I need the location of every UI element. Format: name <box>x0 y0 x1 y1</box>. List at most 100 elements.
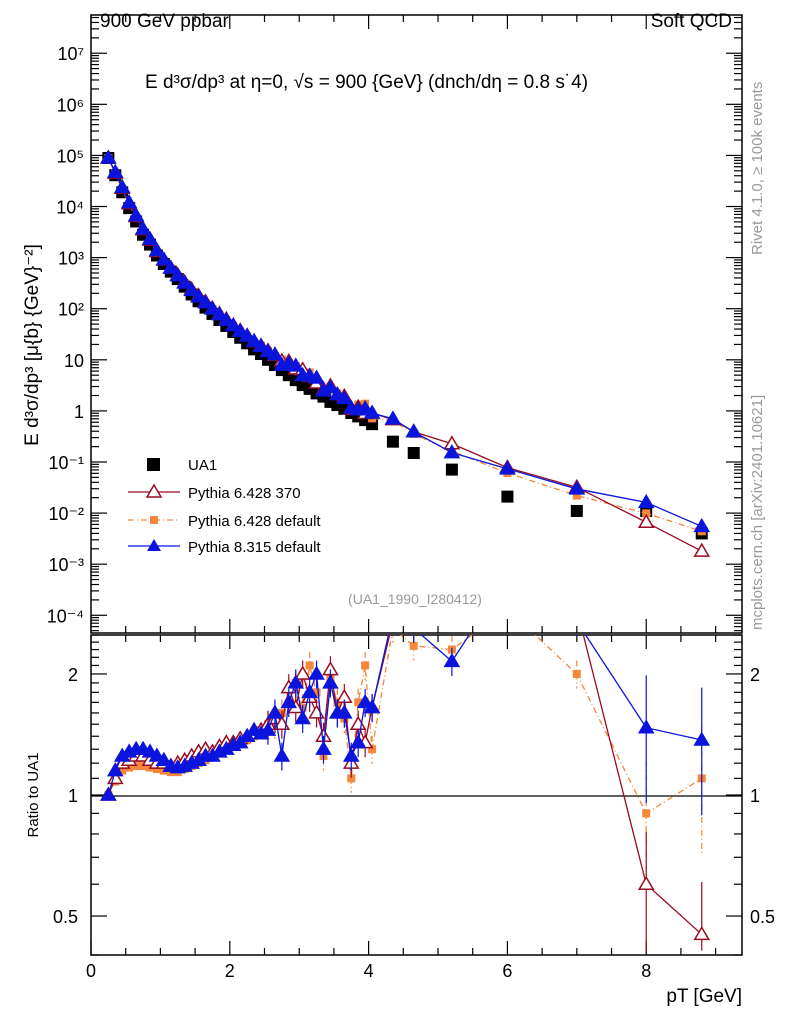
ratio-point-pythia-6-428-default <box>361 661 370 670</box>
ratio-point-pythia-8-315-default <box>637 719 655 734</box>
data-point-pythia-8-315-default <box>363 404 381 419</box>
data-point-pythia-6-428-default <box>642 509 651 518</box>
ratio-point-pythia-6-428-default <box>347 774 356 783</box>
ratio-point-pythia-8-315-default <box>363 699 381 714</box>
legend-marker-pythia8 <box>147 539 161 551</box>
ratio-point-pythia-6-428-default <box>354 698 363 707</box>
data-point-pythia-8-315-default <box>287 357 305 372</box>
legend: UA1 Pythia 6.428 370 Pythia 6.428 defaul… <box>128 457 321 556</box>
x-tick-label: 0 <box>86 961 96 981</box>
data-point-pythia-8-315-default <box>405 423 423 438</box>
data-point-ua1 <box>570 504 583 517</box>
y-tick-label: 10³ <box>58 249 84 269</box>
data-point-pythia-8-315-default <box>176 274 193 289</box>
ratio-point-pythia-8-315-default <box>287 674 305 689</box>
ratio-point-pythia-8-315-default <box>100 786 117 801</box>
data-point-pythia-8-315-default <box>245 332 263 347</box>
y-axis-label: E d³σ/dp³ [μ{b} {GeV}⁻²] <box>22 244 43 446</box>
data-point-ua1 <box>445 463 458 476</box>
legend-marker-pythia6-370 <box>145 483 163 498</box>
ratio-point-pythia-8-315-default <box>570 615 584 627</box>
data-point-pythia-8-315-default <box>231 322 249 337</box>
ratio-point-pythia-6-428-default <box>409 641 418 650</box>
ratio-point-pythia-6-428-default <box>118 766 127 775</box>
ratio-y-axis-label: Ratio to UA1 <box>25 752 42 837</box>
x-tick-label: 4 <box>364 961 374 981</box>
ratio-point-pythia-6-428-default <box>368 745 377 754</box>
ratio-point-pythia-6-428-370 <box>407 621 421 633</box>
data-point-pythia-8-315-default <box>336 389 353 405</box>
header-left: 900 GeV ppbar <box>100 11 230 32</box>
data-point-pythia-8-315-default <box>693 517 711 533</box>
data-point-pythia-8-315-default <box>637 493 655 509</box>
y-tick-label: 10⁵ <box>57 146 84 166</box>
x-tick-label: 6 <box>502 961 512 981</box>
ratio-point-pythia-6-428-370 <box>693 925 711 941</box>
series-line-pythia-6-428-default <box>107 157 702 532</box>
data-point-pythia-8-315-default <box>134 220 152 235</box>
ratio-point-pythia-8-315-default <box>155 751 173 767</box>
ratio-point-pythia-8-315-default <box>294 709 311 725</box>
ratio-point-pythia-6-428-370 <box>349 715 367 730</box>
ratio-point-pythia-6-428-370 <box>386 615 400 627</box>
y-tick-label: 10⁶ <box>57 95 84 115</box>
ratio-point-pythia-6-428-default <box>132 762 141 771</box>
ratio-point-pythia-8-315-default <box>356 693 374 709</box>
mcplots-label: mcplots.cern.ch [arXiv:2401.10621] <box>749 395 766 630</box>
y-tick-label: 10⁻⁴ <box>47 606 84 626</box>
x-tick-label: 8 <box>641 961 651 981</box>
ratio-tick-label-right: 2 <box>750 665 760 685</box>
data-point-pythia-8-315-default <box>252 337 270 352</box>
data-point-pythia-8-315-default <box>120 194 138 209</box>
data-point-pythia-8-315-default <box>568 480 586 495</box>
data-point-pythia-8-315-default <box>190 288 207 303</box>
ratio-point-pythia-6-428-default <box>152 765 161 774</box>
data-point-pythia-8-315-default <box>443 444 461 459</box>
ratio-tick-label: 0.5 <box>53 907 78 927</box>
y-tick-label: 1 <box>74 402 84 422</box>
ratio-point-pythia-8-315-default <box>308 665 325 680</box>
ratio-point-pythia-6-428-370 <box>637 875 655 890</box>
data-point-pythia-8-315-default <box>204 300 221 315</box>
legend-label-pythia6-default: Pythia 6.428 default <box>188 513 321 530</box>
ratio-point-pythia-6-428-default <box>139 762 148 771</box>
ratio-point-pythia-8-315-default <box>273 747 291 762</box>
plot-title: E d³σ/dp³ at η=0, √s = 900 {GeV} (dnch/d… <box>145 72 588 93</box>
y-tick-label: 10⁻³ <box>48 555 84 575</box>
data-point-pythia-8-315-default <box>162 259 180 274</box>
x-axis-label: pT [GeV] <box>666 986 742 1007</box>
data-point-pythia-8-315-default <box>141 230 159 245</box>
ratio-point-pythia-8-315-default <box>349 734 367 749</box>
data-point-ua1 <box>407 446 420 459</box>
data-point-pythia-8-315-default <box>224 317 242 332</box>
data-point-pythia-8-315-default <box>183 281 200 297</box>
ratio-point-pythia-6-428-default <box>572 669 581 678</box>
x-tick-label: 2 <box>225 961 235 981</box>
ratio-point-pythia-8-315-default <box>315 740 332 755</box>
ratio-line-pythia-6-428-default <box>107 635 703 815</box>
ratio-point-pythia-6-428-370 <box>308 704 325 719</box>
data-point-pythia-8-315-default <box>155 251 173 266</box>
ratio-point-pythia-6-428-default <box>312 688 321 697</box>
ratio-tick-label: 1 <box>68 786 78 806</box>
legend-marker-ua1 <box>147 458 160 471</box>
ratio-point-pythia-8-315-default <box>407 621 421 633</box>
data-point-pythia-8-315-default <box>169 267 187 282</box>
ratio-tick-label-right: 1 <box>750 786 760 806</box>
ratio-point-pythia-8-315-default <box>106 762 124 777</box>
ratio-point-pythia-8-315-default <box>266 704 284 719</box>
data-point-pythia-8-315-default <box>218 311 235 326</box>
data-point-pythia-8-315-default <box>308 369 325 384</box>
ratio-tick-label-right: 0.5 <box>750 907 775 927</box>
data-point-pythia-8-315-default <box>322 379 339 394</box>
data-point-pythia-8-315-default <box>499 460 516 475</box>
y-tick-label: 10 <box>64 351 84 371</box>
data-point-pythia-6-428-default <box>572 491 581 500</box>
y-tick-label: 10⁻¹ <box>48 453 84 473</box>
data-point-ua1 <box>501 490 514 503</box>
legend-label-ua1: UA1 <box>188 457 217 474</box>
data-point-pythia-8-315-default <box>100 149 117 164</box>
data-point-pythia-8-315-default <box>356 399 374 415</box>
data-point-pythia-8-315-default <box>148 242 166 257</box>
ratio-point-pythia-6-428-370 <box>570 602 584 614</box>
